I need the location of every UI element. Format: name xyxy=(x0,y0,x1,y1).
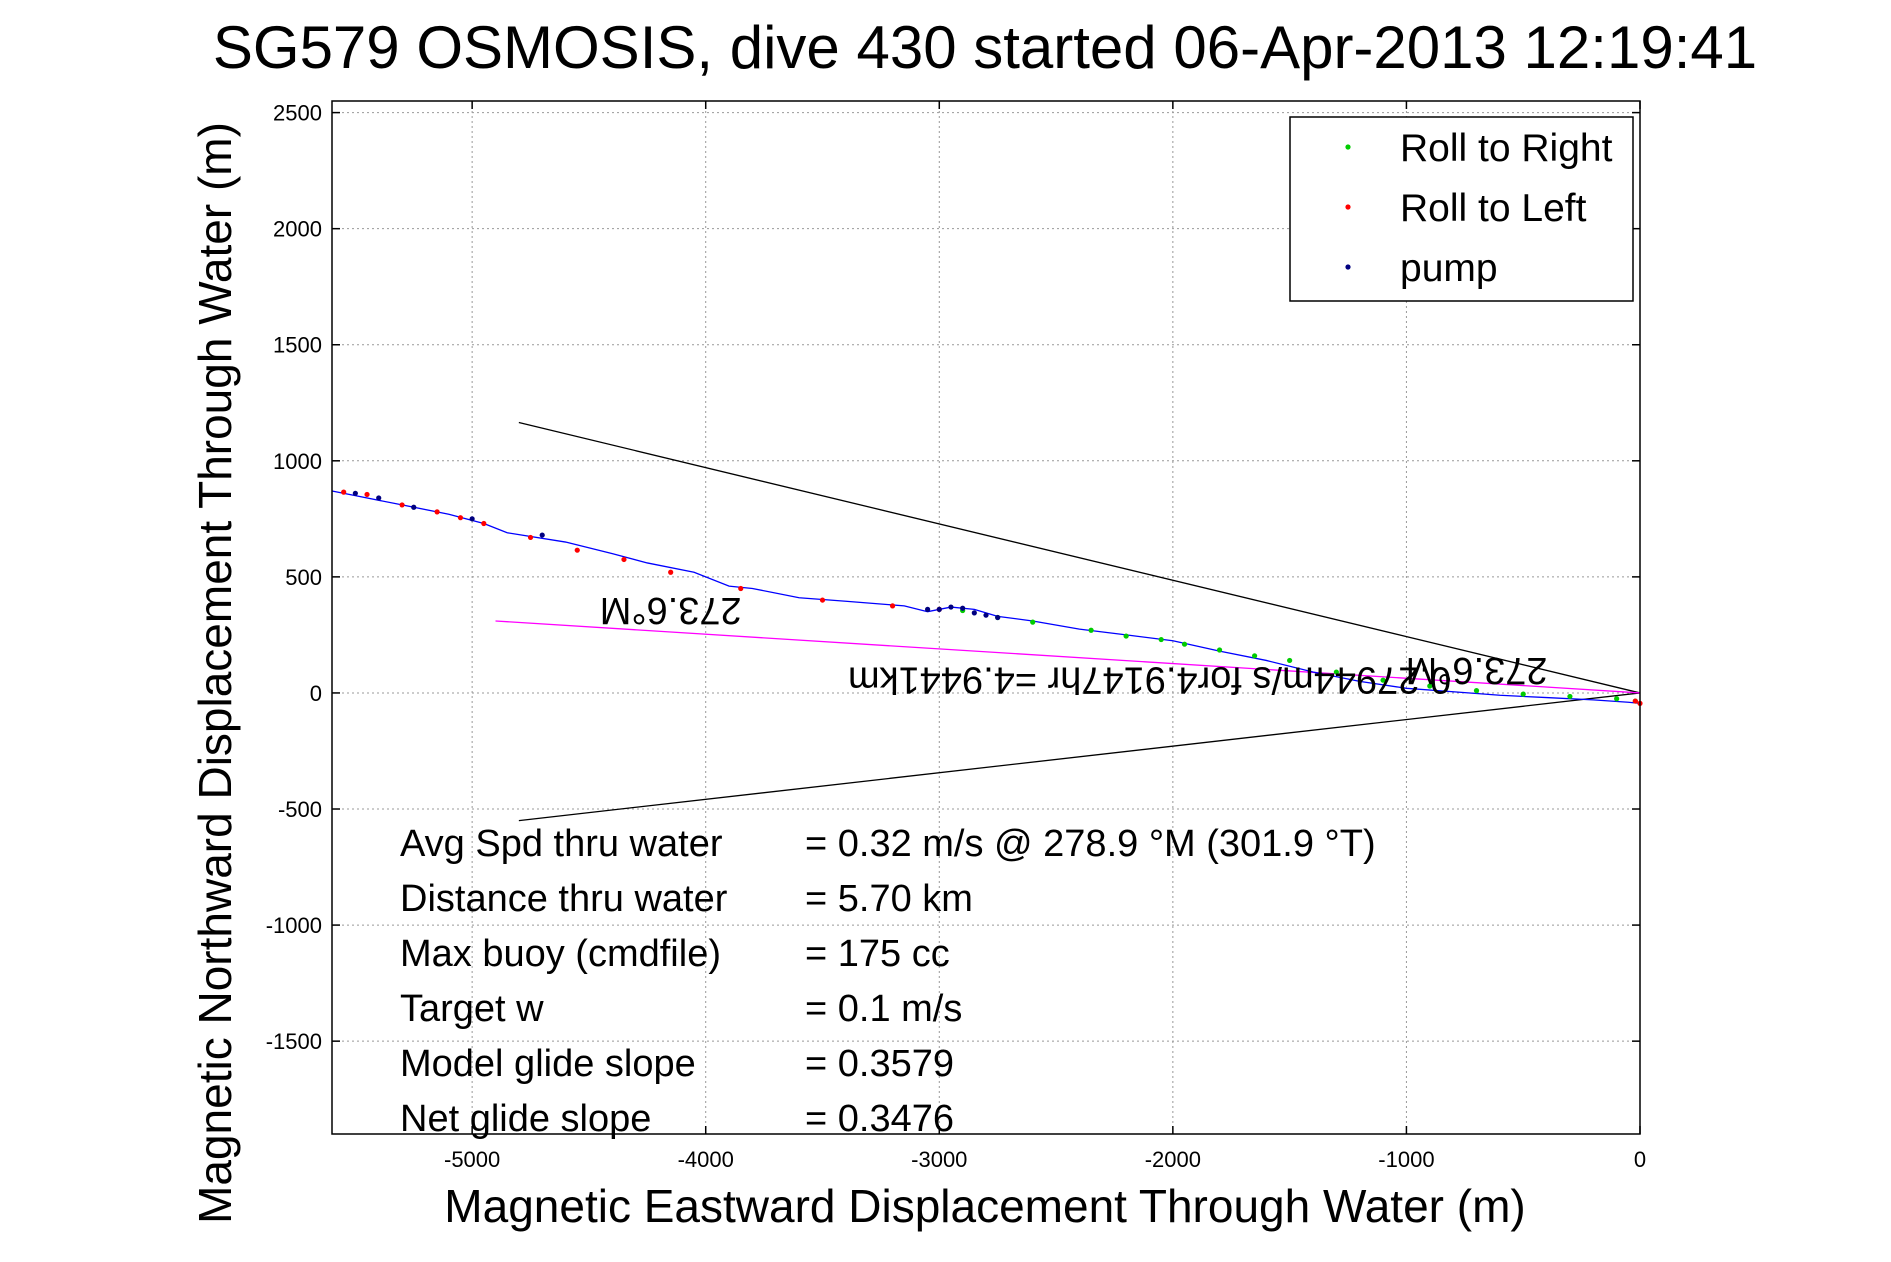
roll-left-point xyxy=(341,489,347,495)
summary-value: = 5.70 km xyxy=(805,878,973,920)
roll-right-point xyxy=(1030,619,1036,625)
x-tick-label: -2000 xyxy=(1145,1147,1201,1172)
roll-right-point xyxy=(1181,641,1188,647)
y-tick-label: 0 xyxy=(310,681,322,706)
legend-label: pump xyxy=(1400,247,1498,290)
roll-left-point xyxy=(668,569,674,575)
heading-line xyxy=(495,620,1641,694)
x-tick-label: -4000 xyxy=(678,1147,734,1172)
bearing-cone-line xyxy=(518,421,1641,694)
summary-text: Avg Spd thru water = 0.32 m/s @ 278.9 °M … xyxy=(400,823,1376,1140)
plot-annotation: 273.6°M xyxy=(600,589,742,631)
y-axis-label: Magnetic Northward Displacement Through … xyxy=(189,122,241,1224)
y-tick-label: 1000 xyxy=(273,449,322,474)
summary-value: = 0.32 m/s @ 278.9 °M (301.9 °T) xyxy=(805,823,1376,865)
legend-label: Roll to Left xyxy=(1400,187,1587,230)
roll-right-point xyxy=(1287,657,1293,664)
legend: Roll to Right Roll to Left pump xyxy=(1289,116,1634,302)
roll-right-point xyxy=(1158,636,1164,643)
roll-right-point xyxy=(1614,696,1620,702)
roll-right-point xyxy=(1123,633,1129,639)
summary-label: Avg Spd thru water xyxy=(400,823,723,865)
pump-point xyxy=(960,605,966,611)
summary-label: Max buoy (cmdfile) xyxy=(400,933,721,975)
x-ticks: -5000 -4000 -3000 -2000 -1000 0 xyxy=(444,101,1646,1172)
plot-annotation: 273.6°M xyxy=(1406,649,1548,691)
pump-point xyxy=(925,606,931,612)
y-tick-label: 500 xyxy=(285,565,322,590)
summary-label: Net glide slope xyxy=(400,1098,651,1140)
legend-marker xyxy=(1345,144,1351,150)
pump-point xyxy=(995,614,1001,621)
pump-point xyxy=(376,495,382,501)
pump-point xyxy=(539,532,545,538)
y-tick-label: 1500 xyxy=(273,333,322,358)
roll-left-point xyxy=(889,603,896,609)
summary-label: Target w xyxy=(400,988,544,1030)
legend-marker xyxy=(1345,204,1351,210)
summary-value: = 175 cc xyxy=(805,933,950,975)
roll-left-point xyxy=(738,585,744,592)
pump-point xyxy=(983,612,989,618)
summary-value: = 0.1 m/s xyxy=(805,988,962,1030)
roll-left-point xyxy=(621,556,627,563)
grid-lines xyxy=(332,101,1641,1134)
plot-annotations: 273.6°M0.27944m/s for4.9147hr =4.9441km2… xyxy=(600,589,1548,701)
pump-point xyxy=(469,516,475,522)
y-tick-label: 2500 xyxy=(273,101,322,126)
plot-annotation: 0.27944m/s for4.9147hr =4.9441km xyxy=(848,658,1451,700)
pump-point xyxy=(936,606,942,612)
roll-right-point xyxy=(1216,647,1223,653)
y-tick-label: -1500 xyxy=(266,1029,322,1054)
roll-right-point xyxy=(1567,693,1573,700)
roll-right-point xyxy=(1088,627,1094,633)
chart-title: SG579 OSMOSIS, dive 430 started 06-Apr-2… xyxy=(213,14,1757,81)
x-tick-label: -5000 xyxy=(444,1147,500,1172)
pump-point xyxy=(971,610,977,616)
legend-marker xyxy=(1345,264,1351,270)
y-tick-label: 2000 xyxy=(273,217,322,242)
x-tick-label: -3000 xyxy=(911,1147,967,1172)
roll-right-point xyxy=(1252,653,1258,659)
y-ticks: 2500 2000 1500 1000 500 0 -500 -1000 -1500 xyxy=(266,101,1640,1054)
roll-left-point xyxy=(819,597,826,603)
roll-left-point xyxy=(481,520,487,527)
roll-left-point xyxy=(399,502,405,508)
pump-point xyxy=(352,490,358,496)
y-tick-label: -500 xyxy=(278,797,322,822)
x-tick-label: -1000 xyxy=(1378,1147,1434,1172)
roll-right-point xyxy=(1380,677,1386,683)
roll-right-point xyxy=(1427,683,1433,689)
roll-left-point xyxy=(574,547,580,553)
x-axis-label: Magnetic Eastward Displacement Through W… xyxy=(444,1180,1525,1232)
plot-markers xyxy=(341,489,1643,706)
roll-right-point xyxy=(1520,691,1526,697)
summary-value: = 0.3476 xyxy=(805,1098,954,1140)
roll-right-point xyxy=(1473,688,1480,694)
pump-point xyxy=(948,604,954,610)
summary-label: Distance thru water xyxy=(400,878,728,920)
roll-right-point xyxy=(1333,669,1339,675)
bearing-cone-line xyxy=(518,692,1641,822)
roll-left-point xyxy=(457,515,464,521)
roll-left-point xyxy=(364,491,370,498)
axes-box xyxy=(331,100,1641,1135)
pump-point xyxy=(411,504,417,510)
roll-left-point xyxy=(434,509,440,515)
y-tick-label: -1000 xyxy=(266,913,322,938)
summary-value: = 0.3579 xyxy=(805,1043,954,1085)
legend-label: Roll to Right xyxy=(1400,127,1613,170)
x-tick-label: 0 xyxy=(1634,1147,1646,1172)
roll-left-point xyxy=(1632,698,1638,704)
roll-left-point xyxy=(527,534,534,541)
summary-label: Model glide slope xyxy=(400,1043,696,1085)
